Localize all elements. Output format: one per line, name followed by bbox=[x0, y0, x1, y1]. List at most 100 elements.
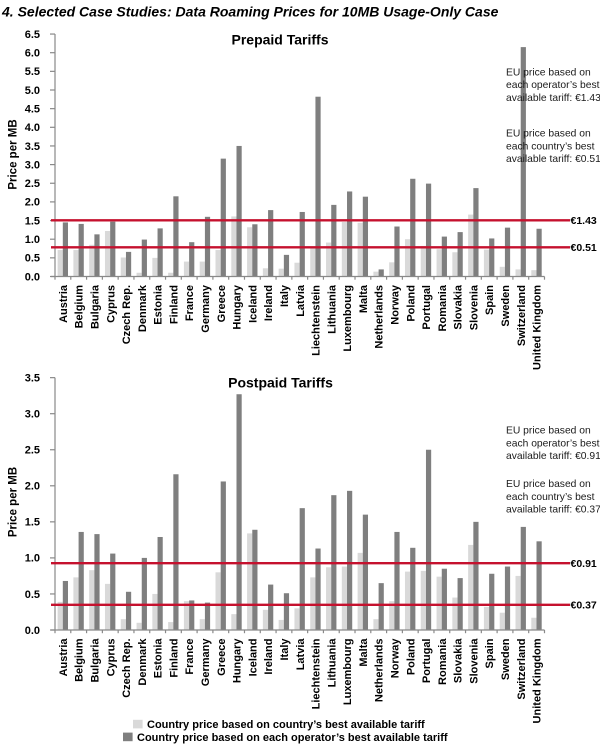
svg-text:2.5: 2.5 bbox=[25, 178, 40, 190]
svg-text:Belgium: Belgium bbox=[74, 638, 86, 682]
svg-text:France: France bbox=[184, 285, 196, 321]
svg-text:Austria: Austria bbox=[58, 638, 70, 677]
svg-text:Hungary: Hungary bbox=[232, 284, 244, 330]
svg-text:Poland: Poland bbox=[405, 639, 417, 676]
svg-text:each operator’s best: each operator’s best bbox=[506, 438, 600, 449]
svg-text:Greece: Greece bbox=[216, 285, 228, 322]
svg-text:3.5: 3.5 bbox=[25, 141, 40, 153]
svg-text:Lithuania: Lithuania bbox=[326, 638, 338, 688]
svg-text:Italy: Italy bbox=[279, 284, 291, 307]
svg-text:Bulgaria: Bulgaria bbox=[89, 284, 101, 329]
svg-text:Sweden: Sweden bbox=[500, 638, 512, 680]
svg-text:Switzerland: Switzerland bbox=[516, 285, 528, 346]
svg-text:Prepaid Tariffs: Prepaid Tariffs bbox=[232, 32, 329, 48]
svg-text:Iceland: Iceland bbox=[247, 285, 259, 323]
svg-text:Price per MB: Price per MB bbox=[8, 119, 20, 189]
svg-text:Portugal: Portugal bbox=[421, 285, 433, 330]
svg-text:Denmark: Denmark bbox=[137, 638, 149, 686]
svg-text:2.0: 2.0 bbox=[25, 197, 40, 209]
svg-text:Luxembourg: Luxembourg bbox=[342, 285, 354, 352]
svg-text:Hungary: Hungary bbox=[232, 638, 244, 684]
svg-text:Liechtenstein: Liechtenstein bbox=[311, 285, 323, 356]
svg-text:Ireland: Ireland bbox=[263, 285, 275, 321]
svg-text:0.0: 0.0 bbox=[25, 625, 40, 637]
svg-text:Ireland: Ireland bbox=[263, 639, 275, 675]
svg-text:Sweden: Sweden bbox=[500, 285, 512, 327]
svg-text:€1.43: €1.43 bbox=[571, 215, 597, 227]
svg-text:Country price based on each op: Country price based on each operator’s b… bbox=[137, 732, 448, 744]
svg-text:5.5: 5.5 bbox=[25, 66, 40, 78]
svg-text:Austria: Austria bbox=[58, 284, 70, 323]
svg-text:0.5: 0.5 bbox=[25, 253, 40, 265]
svg-text:3.0: 3.0 bbox=[25, 159, 40, 171]
svg-text:available tariff: €1.43: available tariff: €1.43 bbox=[506, 93, 600, 104]
svg-text:Luxembourg: Luxembourg bbox=[342, 639, 354, 706]
svg-text:Slovakia: Slovakia bbox=[453, 638, 465, 684]
svg-text:0.5: 0.5 bbox=[25, 589, 40, 601]
svg-text:Germany: Germany bbox=[200, 284, 212, 333]
svg-text:each operator’s best: each operator’s best bbox=[506, 80, 600, 91]
svg-text:Belgium: Belgium bbox=[74, 285, 86, 329]
svg-text:Denmark: Denmark bbox=[137, 284, 149, 332]
svg-text:Latvia: Latvia bbox=[295, 284, 307, 317]
svg-text:Slovakia: Slovakia bbox=[453, 284, 465, 330]
svg-text:Czech Rep.: Czech Rep. bbox=[121, 639, 133, 698]
svg-text:United Kingdom: United Kingdom bbox=[532, 285, 544, 370]
svg-text:Poland: Poland bbox=[405, 285, 417, 322]
svg-text:Romania: Romania bbox=[437, 638, 449, 685]
svg-text:Finland: Finland bbox=[168, 639, 180, 678]
svg-text:Country price based on country: Country price based on country’s best av… bbox=[147, 719, 425, 731]
svg-text:Germany: Germany bbox=[200, 638, 212, 687]
svg-text:Slovenia: Slovenia bbox=[468, 284, 480, 330]
svg-text:4.5: 4.5 bbox=[25, 103, 40, 115]
svg-text:EU price based on: EU price based on bbox=[506, 67, 591, 78]
svg-text:each country’s best: each country’s best bbox=[506, 141, 595, 152]
svg-text:Estonia: Estonia bbox=[153, 638, 165, 679]
svg-text:6.0: 6.0 bbox=[25, 48, 40, 60]
svg-text:1.0: 1.0 bbox=[25, 553, 40, 565]
svg-text:Malta: Malta bbox=[358, 284, 370, 313]
svg-text:available tariff: €0.91: available tariff: €0.91 bbox=[506, 451, 600, 462]
svg-text:Spain: Spain bbox=[484, 285, 496, 315]
svg-text:available tariff: €0.37: available tariff: €0.37 bbox=[506, 505, 600, 516]
svg-text:EU price based on: EU price based on bbox=[506, 129, 591, 140]
svg-text:5.0: 5.0 bbox=[25, 85, 40, 97]
svg-text:€0.91: €0.91 bbox=[571, 558, 597, 570]
svg-text:Cyprus: Cyprus bbox=[105, 639, 117, 677]
svg-text:available tariff: €0.51: available tariff: €0.51 bbox=[506, 154, 600, 165]
svg-text:2.5: 2.5 bbox=[25, 445, 40, 457]
svg-text:Netherlands: Netherlands bbox=[374, 639, 386, 703]
svg-text:Iceland: Iceland bbox=[247, 639, 259, 677]
svg-text:Malta: Malta bbox=[358, 638, 370, 667]
svg-text:€0.37: €0.37 bbox=[571, 599, 597, 611]
svg-text:1.5: 1.5 bbox=[25, 517, 40, 529]
svg-text:Slovenia: Slovenia bbox=[468, 638, 480, 684]
svg-text:Netherlands: Netherlands bbox=[374, 285, 386, 349]
svg-text:2.0: 2.0 bbox=[25, 481, 40, 493]
svg-text:1.5: 1.5 bbox=[25, 215, 40, 227]
svg-text:0.0: 0.0 bbox=[25, 271, 40, 283]
svg-text:Czech Rep.: Czech Rep. bbox=[121, 285, 133, 344]
svg-text:3.5: 3.5 bbox=[25, 372, 40, 384]
svg-text:Greece: Greece bbox=[216, 639, 228, 676]
svg-text:Lithuania: Lithuania bbox=[326, 284, 338, 334]
svg-text:Estonia: Estonia bbox=[153, 284, 165, 325]
svg-text:Liechtenstein: Liechtenstein bbox=[311, 638, 323, 709]
svg-text:Switzerland: Switzerland bbox=[516, 639, 528, 700]
svg-text:4.0: 4.0 bbox=[25, 122, 40, 134]
svg-text:EU price based on: EU price based on bbox=[506, 426, 591, 437]
svg-text:Spain: Spain bbox=[484, 638, 496, 668]
svg-text:United Kingdom: United Kingdom bbox=[532, 638, 544, 723]
svg-text:€0.51: €0.51 bbox=[571, 242, 597, 254]
svg-text:Romania: Romania bbox=[437, 284, 449, 331]
svg-text:Portugal: Portugal bbox=[421, 639, 433, 684]
svg-text:Norway: Norway bbox=[389, 638, 401, 679]
svg-text:Finland: Finland bbox=[168, 285, 180, 324]
svg-text:Latvia: Latvia bbox=[295, 638, 307, 671]
svg-text:4. Selected Case Studies: Data: 4. Selected Case Studies: Data Roaming P… bbox=[1, 4, 499, 20]
svg-text:Italy: Italy bbox=[279, 638, 291, 661]
svg-text:France: France bbox=[184, 639, 196, 675]
svg-text:Bulgaria: Bulgaria bbox=[89, 638, 101, 683]
svg-text:each country’s best: each country’s best bbox=[506, 492, 595, 503]
svg-text:EU price based on: EU price based on bbox=[506, 479, 591, 490]
